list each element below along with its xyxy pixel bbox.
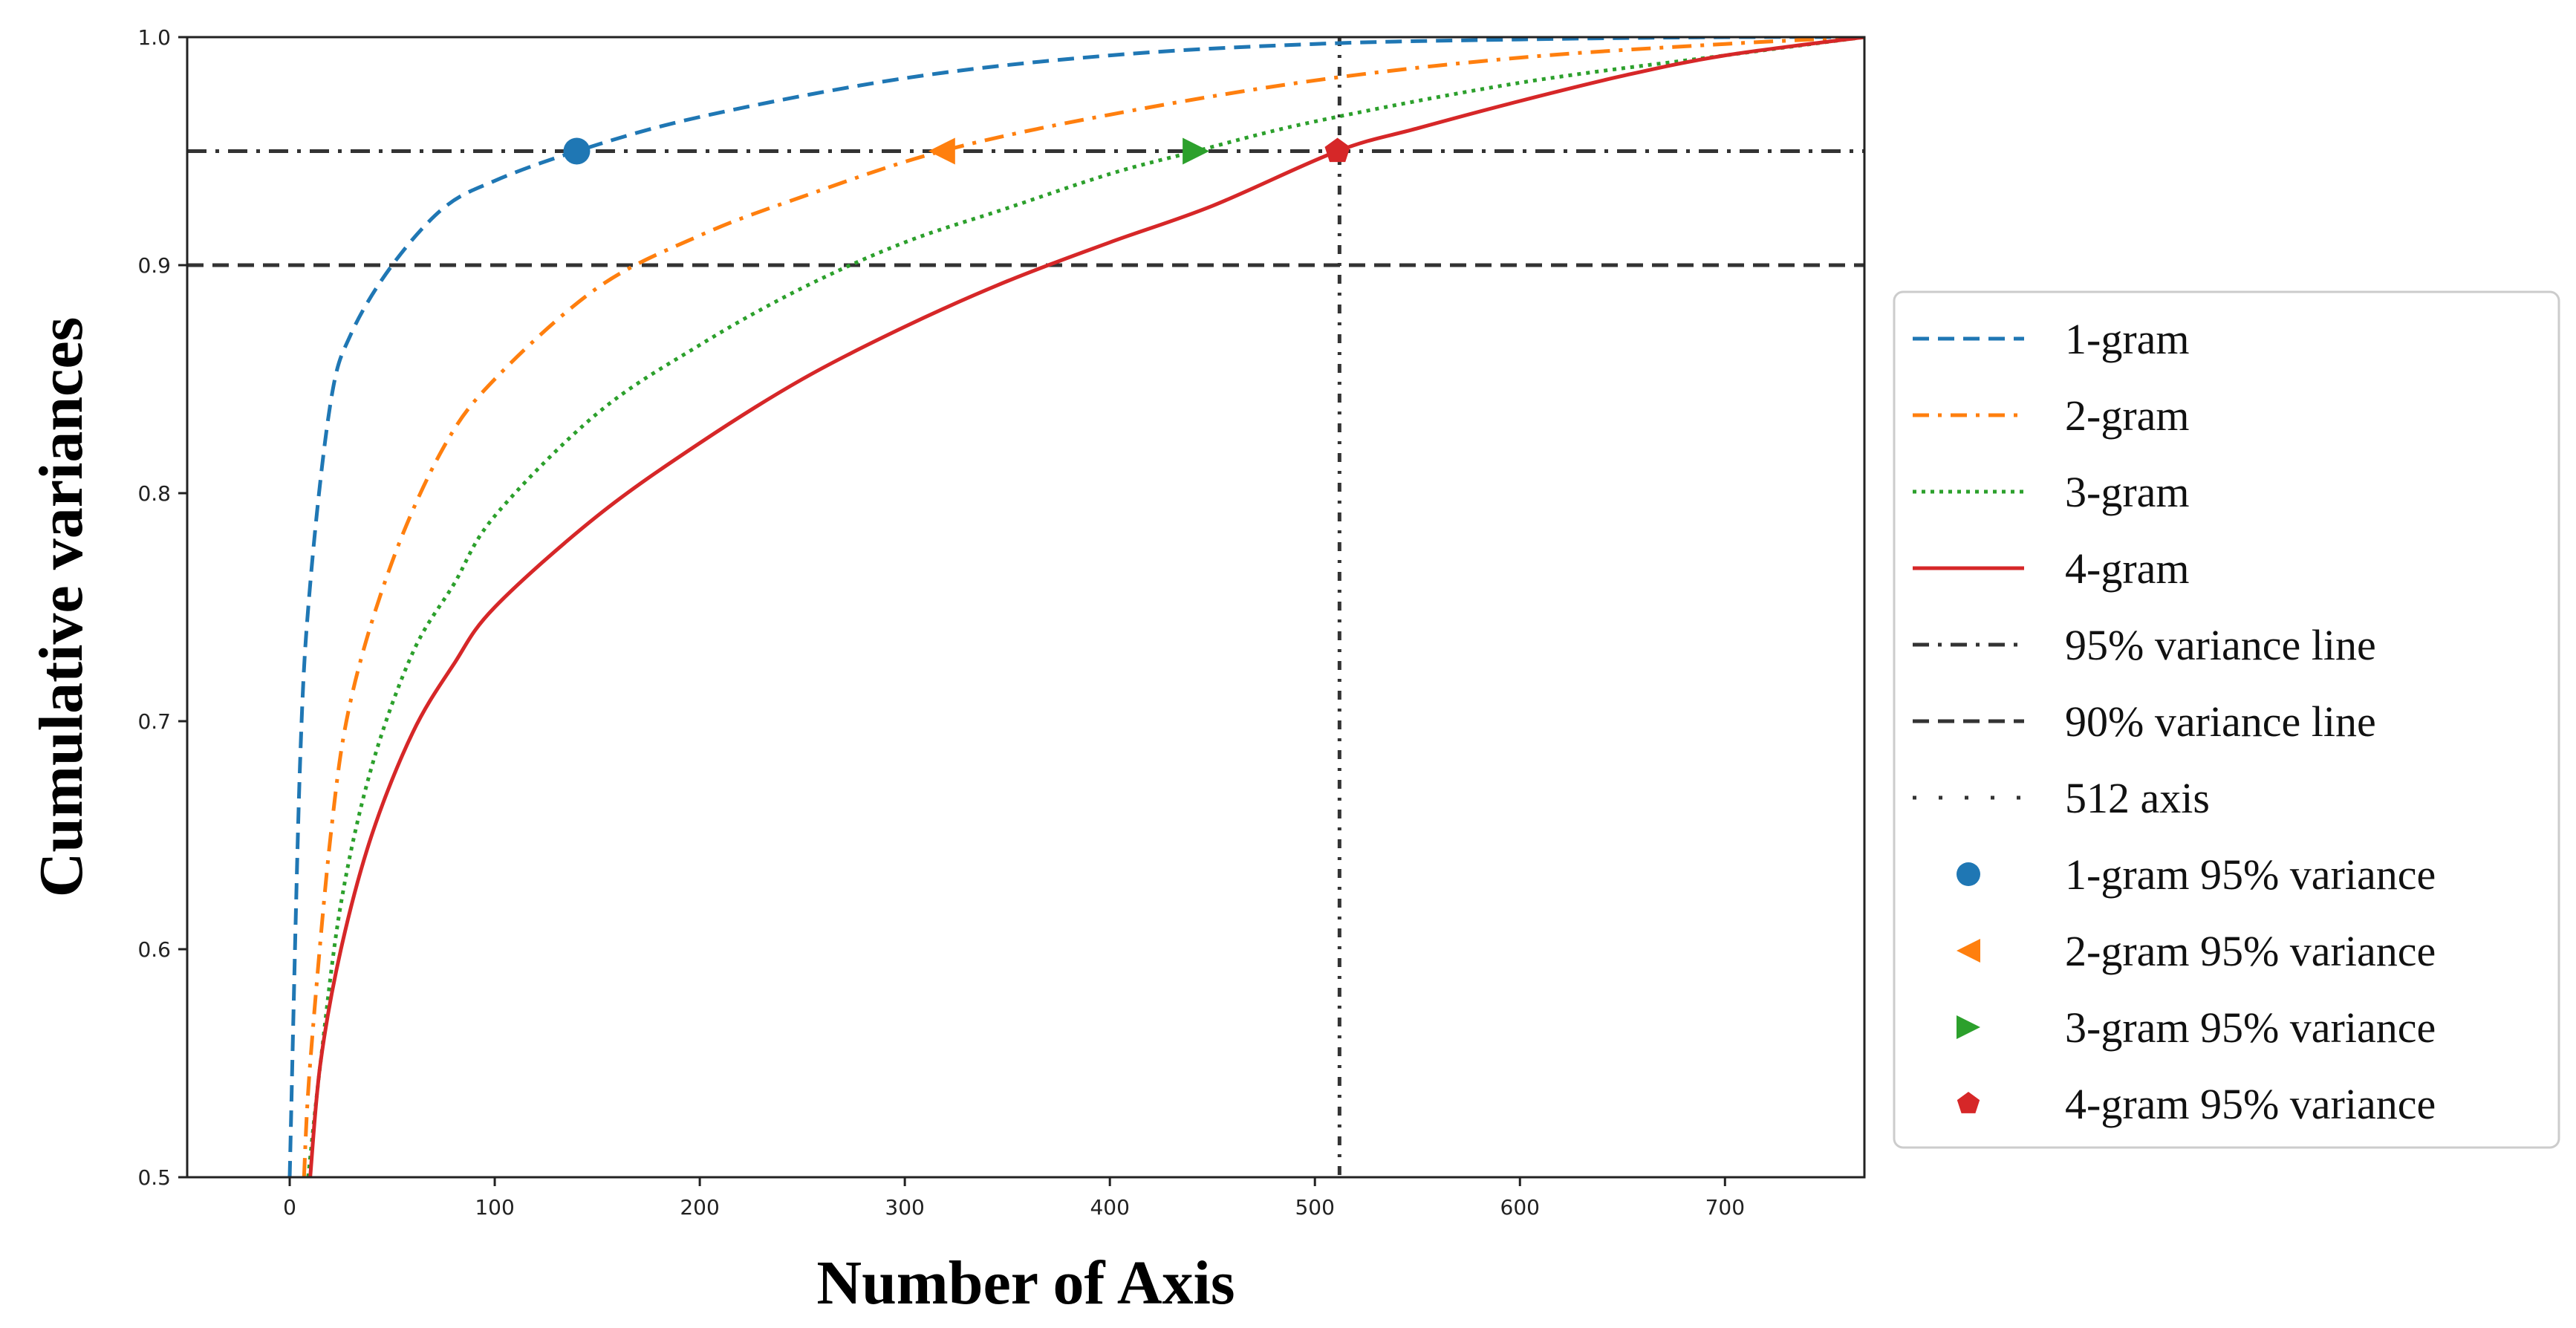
legend-swatch-7 xyxy=(1957,862,1980,886)
x-axis-title: Number of Axis xyxy=(816,1249,1235,1318)
marker-2 xyxy=(1183,137,1210,165)
y-tick-label: 0.7 xyxy=(137,709,171,734)
legend-label-1: 2-gram xyxy=(2065,391,2190,440)
legend-label-0: 1-gram xyxy=(2065,315,2190,363)
y-tick-label: 0.6 xyxy=(137,937,171,962)
legend-swatch-10 xyxy=(1957,1092,1980,1113)
legend-label-8: 2-gram 95% variance xyxy=(2065,927,2436,975)
legend-swatch-9 xyxy=(1957,1015,1980,1039)
legend-label-7: 1-gram 95% variance xyxy=(2065,850,2436,899)
x-tick-label: 700 xyxy=(1705,1195,1745,1220)
x-tick-label: 500 xyxy=(1295,1195,1334,1220)
series-line-1-gram xyxy=(287,37,1864,1177)
series-line-4-gram xyxy=(308,37,1864,1177)
legend-label-4: 95% variance line xyxy=(2065,621,2376,669)
x-tick-label: 200 xyxy=(680,1195,719,1220)
y-tick-label: 0.8 xyxy=(137,481,171,506)
legend-label-10: 4-gram 95% variance xyxy=(2065,1080,2436,1128)
legend-label-5: 90% variance line xyxy=(2065,697,2376,746)
axis-ticks: 0 100 200 300 400 500 600 700 0.5 0.6 0.7 0.8 0.9 1.0 xyxy=(137,25,1745,1220)
series-line-3-gram xyxy=(306,37,1864,1177)
plot-area xyxy=(187,37,1864,1177)
y-tick-label: 0.9 xyxy=(137,253,171,278)
x-tick-label: 600 xyxy=(1500,1195,1540,1220)
legend-box xyxy=(1893,290,2560,1149)
legend-label-6: 512 axis xyxy=(2065,774,2210,822)
plot-frame xyxy=(186,36,1866,1179)
plot-clip-group xyxy=(187,37,1864,1177)
x-tick-label: 100 xyxy=(475,1195,514,1220)
y-axis-title: Cumulative variances xyxy=(27,317,96,898)
y-tick-label: 0.5 xyxy=(137,1165,171,1190)
marker-1 xyxy=(928,137,955,165)
legend: 1-gram 2-gram 3-gram 4-gram 95% variance lin… xyxy=(1893,290,2560,1149)
marker-3 xyxy=(1324,137,1350,163)
legend-label-3: 4-gram xyxy=(2065,544,2190,593)
legend-swatch-8 xyxy=(1957,939,1980,963)
x-tick-label: 0 xyxy=(283,1195,296,1220)
legend-label-9: 3-gram 95% variance xyxy=(2065,1003,2436,1052)
y-tick-label: 1.0 xyxy=(137,25,171,50)
x-tick-label: 400 xyxy=(1090,1195,1129,1220)
legend-label-2: 3-gram xyxy=(2065,468,2190,516)
x-tick-label: 300 xyxy=(885,1195,924,1220)
marker-0 xyxy=(563,137,591,165)
